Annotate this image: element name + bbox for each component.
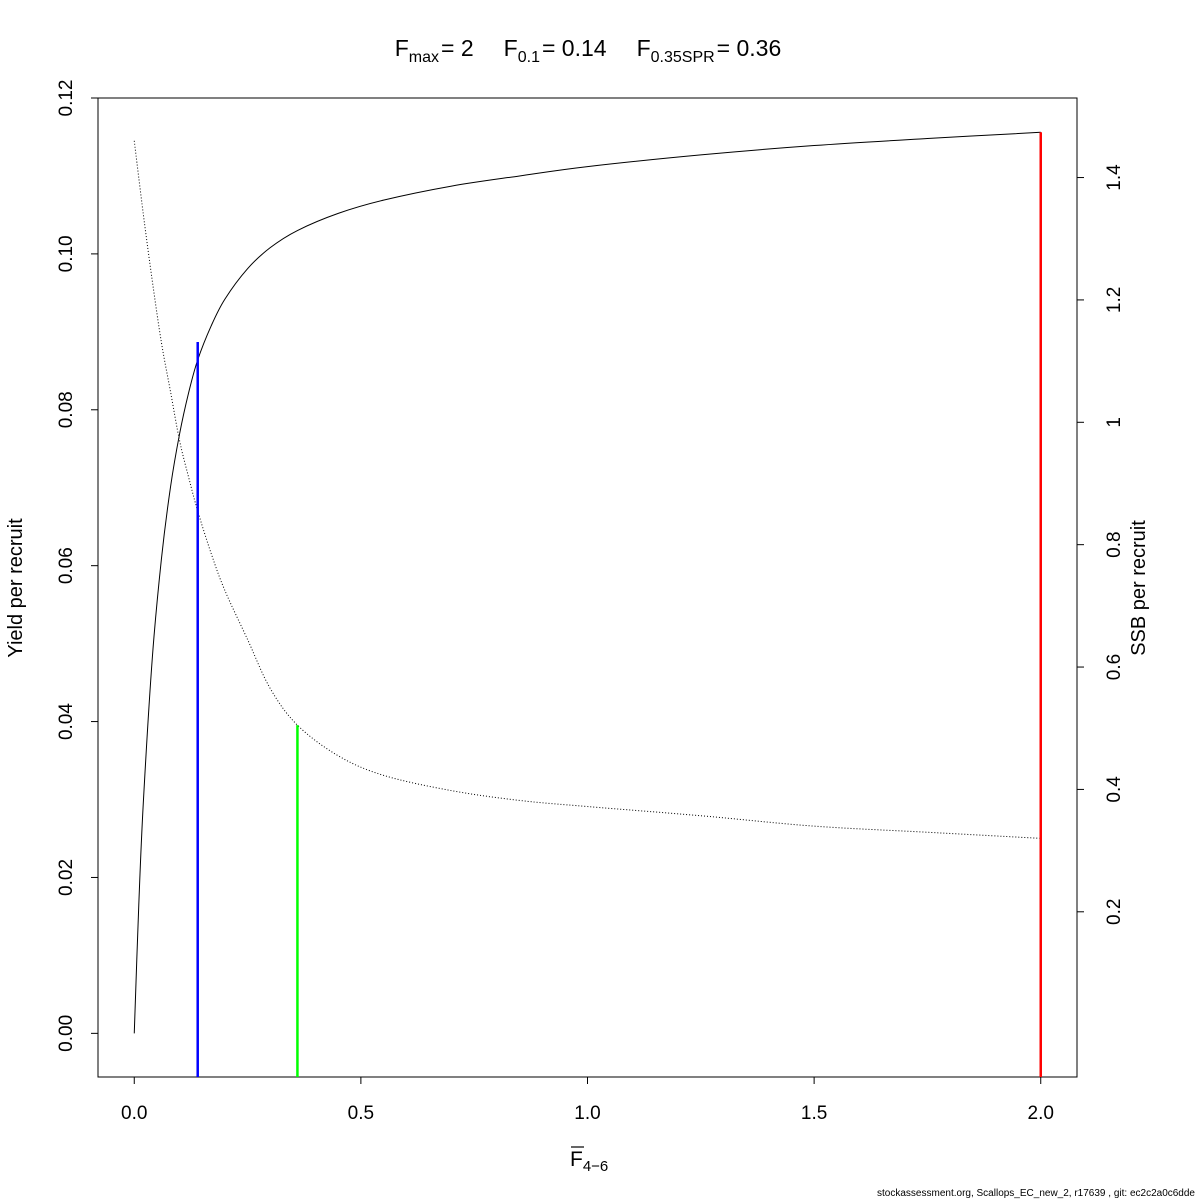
x-axis: 0.0 0.5 1.0 1.5 2.0 [121, 1077, 1054, 1124]
title-fspr-value: = 0.36 [717, 35, 782, 61]
y-right-tick-label: 0.2 [1104, 899, 1125, 925]
yield-per-recruit-line [133, 131, 1041, 1034]
y-right-tick-label: 1.2 [1104, 287, 1125, 313]
title-f01-subscript: 0.1 [518, 49, 540, 66]
y-left-tick-label: 0.06 [56, 547, 77, 584]
title-fmax-value: = 2 [441, 35, 474, 61]
title-fmax-subscript: max [409, 49, 439, 66]
y-right-tick-label: 0.8 [1104, 531, 1125, 557]
y-left-tick-label: 0.10 [56, 235, 77, 272]
title-fspr-symbol: F [637, 35, 651, 61]
title-f01-value: = 0.14 [542, 35, 607, 61]
y-right-tick-label: 1 [1104, 417, 1125, 428]
title-fspr-subscript: 0.35SPR [651, 49, 715, 66]
ssb-per-recruit-line [133, 140, 1041, 839]
reference-lines [196, 132, 1042, 1077]
y-left-tick-label: 0.00 [56, 1015, 77, 1052]
y-left-tick-label: 0.08 [56, 391, 77, 428]
x-axis-label-symbol: F [570, 1148, 583, 1171]
y-axis-right: 0.2 0.4 0.6 0.8 1 1.2 1.4 [1077, 164, 1125, 925]
x-tick-label: 2.0 [1028, 1103, 1054, 1124]
y-axis-left-label: Yield per recruit [5, 518, 27, 658]
x-tick-label: 1.5 [801, 1103, 827, 1124]
x-axis-label-subscript: 4−6 [583, 1158, 608, 1175]
x-tick-label: 0.0 [121, 1103, 147, 1124]
series-group [133, 131, 1041, 1034]
y-right-tick-label: 0.6 [1104, 654, 1125, 680]
x-tick-label: 1.0 [574, 1103, 600, 1124]
y-left-tick-label: 0.12 [56, 80, 77, 117]
title-f01-symbol: F [504, 35, 518, 61]
x-tick-label: 0.5 [348, 1103, 374, 1124]
title-fmax-symbol: F [395, 35, 409, 61]
x-axis-label: F4−6 [570, 1146, 608, 1175]
y-left-tick-label: 0.02 [56, 859, 77, 896]
chart-title: Fmax= 2 F0.1= 0.14 F0.35SPR= 0.36 [395, 35, 782, 66]
y-right-tick-label: 1.4 [1104, 164, 1125, 191]
y-left-tick-label: 0.04 [56, 703, 77, 740]
y-axis-left: 0.00 0.02 0.04 0.06 0.08 0.10 0.12 [56, 80, 98, 1052]
svg-text:F4−6: F4−6 [570, 1148, 608, 1175]
y-right-tick-label: 0.4 [1104, 776, 1125, 803]
y-axis-right-label: SSB per recruit [1128, 520, 1150, 656]
footer-text: stockassessment.org, Scallops_EC_new_2, … [877, 1188, 1195, 1199]
